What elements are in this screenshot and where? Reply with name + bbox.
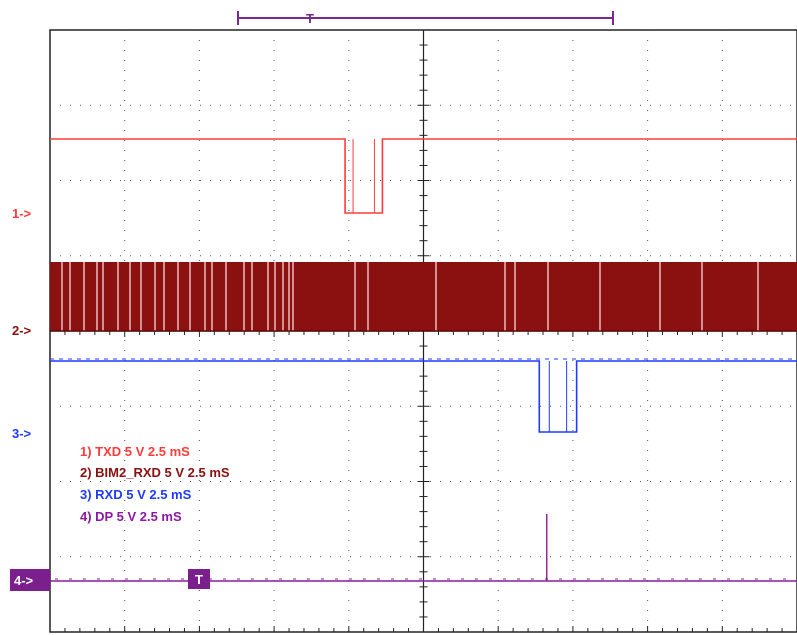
legend-ch1: 1) TXD 5 V 2.5 mS <box>80 444 190 459</box>
channel-3-trace <box>50 360 797 433</box>
channel-2-band <box>50 262 797 331</box>
legend-ch2: 2) BIM2_RXD 5 V 2.5 mS <box>80 465 230 480</box>
channel-4-marker: 4-> <box>14 573 34 588</box>
trigger-marker[interactable]: T <box>188 569 210 589</box>
channel-1-trace <box>50 138 797 214</box>
channel-legend: 1) TXD 5 V 2.5 mS 2) BIM2_RXD 5 V 2.5 mS… <box>80 444 230 524</box>
timebase-bracket-marker: T <box>306 11 314 26</box>
trigger-marker-label: T <box>195 572 203 587</box>
channel-1-marker[interactable]: 1-> <box>12 206 32 221</box>
legend-ch4: 4) DP 5 V 2.5 mS <box>80 509 182 524</box>
channel-traces <box>50 138 797 582</box>
channel-2-marker[interactable]: 2-> <box>12 323 32 338</box>
channel-4-marker-box[interactable]: 4-> <box>10 569 50 591</box>
legend-ch3: 3) RXD 5 V 2.5 mS <box>80 487 192 502</box>
timebase-bracket[interactable]: T <box>237 11 614 26</box>
channel-3-marker[interactable]: 3-> <box>12 426 32 441</box>
